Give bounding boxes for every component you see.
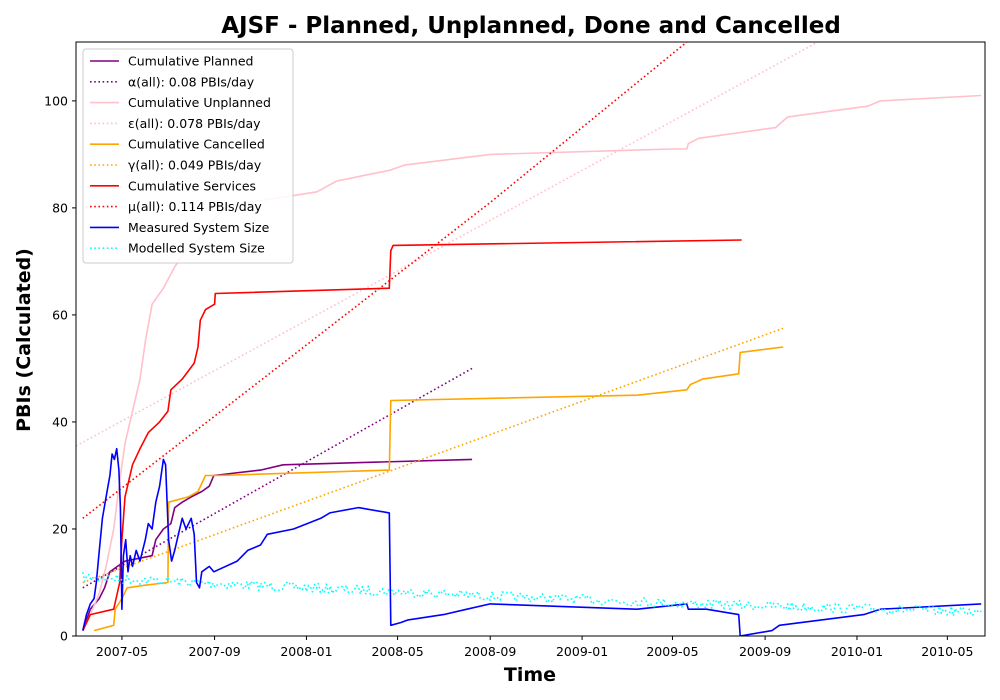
chart-title: AJSF - Planned, Unplanned, Done and Canc… (221, 13, 841, 39)
series-line-modelled-system-size (82, 572, 982, 617)
legend-frame (82, 48, 294, 264)
y-tick-label: 60 (52, 307, 68, 322)
x-tick-label: 2007-05 (96, 644, 148, 659)
legend-label-cumulative-unplanned: Cumulative Unplanned (128, 95, 271, 110)
legend-label-all-0-049-pbis-day: γ(all): 0.049 PBIs/day (128, 158, 262, 173)
legend-label-measured-system-size: Measured System Size (128, 220, 270, 235)
x-tick-label: 2010-05 (921, 644, 973, 659)
x-tick-label: 2009-05 (646, 644, 698, 659)
legend-label-all-0-114-pbis-day: μ(all): 0.114 PBIs/day (128, 199, 262, 214)
x-tick-label: 2010-01 (831, 644, 883, 659)
legend-label-cumulative-planned: Cumulative Planned (128, 54, 253, 69)
legend-label-cumulative-cancelled: Cumulative Cancelled (128, 137, 265, 152)
x-axis-ticks: 2007-05 2007-09 2008-01 2008-05 2008-09 2009-… (96, 636, 973, 659)
y-tick-label: 40 (52, 414, 68, 429)
legend-label-all-0-078-pbis-day: ε(all): 0.078 PBIs/day (128, 116, 261, 131)
legend-label-all-0-08-pbis-day: α(all): 0.08 PBIs/day (128, 74, 255, 89)
x-tick-label: 2008-09 (464, 644, 516, 659)
x-tick-label: 2008-05 (371, 644, 423, 659)
plot-frame (75, 41, 986, 637)
series-layer (76, 42, 982, 636)
series-line-all-0-08-pbis-day (82, 367, 473, 589)
y-tick-label: 100 (44, 93, 68, 108)
x-tick-label: 2009-09 (739, 644, 791, 659)
series-line-cumulative-planned (82, 458, 473, 631)
x-tick-label: 2007-09 (188, 644, 240, 659)
x-tick-label: 2008-01 (280, 644, 332, 659)
series-line-measured-system-size (82, 447, 982, 636)
legend-label-modelled-system-size: Modelled System Size (128, 241, 265, 256)
legend-label-cumulative-services: Cumulative Services (128, 178, 256, 193)
y-tick-label: 20 (52, 521, 68, 536)
series-line-all-0-114-pbis-day (82, 42, 688, 519)
y-axis-label: PBIs (Calculated) (13, 248, 35, 432)
y-axis-ticks: 0 20 40 60 80 100 (44, 93, 76, 644)
legend: Cumulative Planned α(all): 0.08 PBIs/day C… (82, 48, 294, 264)
x-tick-label: 2009-01 (556, 644, 608, 659)
y-tick-label: 0 (60, 629, 68, 644)
x-axis-label: Time (504, 664, 556, 686)
series-line-cumulative-cancelled (93, 346, 784, 632)
y-tick-label: 80 (52, 200, 68, 215)
